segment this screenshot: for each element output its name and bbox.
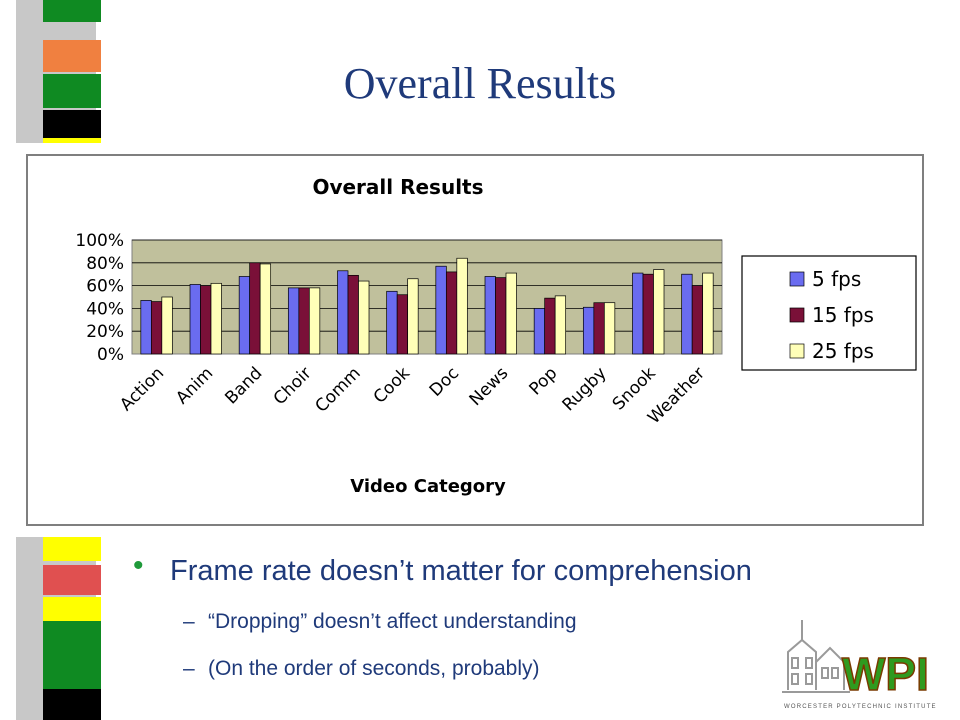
- sub-bullet-dash: –: [183, 657, 195, 680]
- bar: [347, 274, 359, 355]
- decor-block-yellow: [43, 597, 101, 621]
- sub-bullet-1: “Dropping” doesn’t affect understanding: [208, 610, 577, 633]
- bullet-mark: •: [133, 549, 144, 582]
- bar: [396, 294, 409, 355]
- y-tick-label: 100%: [75, 231, 124, 251]
- x-tick-label: Pop: [526, 363, 562, 399]
- legend-swatch: [789, 343, 805, 359]
- slide-title: Overall Results: [343, 59, 617, 108]
- bar: [161, 296, 173, 355]
- legend-swatch: [789, 307, 805, 323]
- bar: [140, 300, 152, 355]
- legend-label: 15 fps: [812, 303, 874, 327]
- decor-strip-bottom: [16, 537, 101, 720]
- bar: [200, 285, 212, 355]
- bar: [150, 301, 163, 355]
- y-tick-label: 60%: [86, 277, 124, 297]
- bar: [681, 273, 693, 355]
- x-tick-label: Action: [116, 363, 168, 415]
- bar: [189, 284, 201, 355]
- legend-label: 5 fps: [812, 267, 861, 291]
- bar-chart: Overall Results 0% 20% 40%60% 80% 100% Action A…: [75, 175, 917, 497]
- bar: [337, 270, 349, 355]
- x-tick-label: Cook: [370, 363, 414, 407]
- bar: [484, 276, 496, 355]
- bar: [582, 306, 595, 355]
- bar: [456, 257, 468, 355]
- bar: [210, 282, 222, 355]
- bar: [691, 285, 704, 355]
- bar: [358, 280, 370, 355]
- x-tick-label: Comm: [311, 363, 364, 416]
- logo-text: WPI: [842, 648, 929, 700]
- x-tick-label: News: [466, 363, 513, 410]
- bar: [593, 302, 605, 355]
- bar: [544, 297, 556, 355]
- bar: [287, 287, 300, 355]
- decor-block-green: [43, 74, 101, 108]
- wpi-logo: WPI WORCESTER POLYTECHNIC INSTITUTE: [782, 620, 937, 710]
- y-tick-label: 0%: [97, 345, 124, 365]
- bar: [554, 295, 567, 355]
- bar: [632, 272, 644, 355]
- bar: [259, 263, 272, 355]
- legend-box: [741, 255, 917, 371]
- bar: [445, 271, 458, 355]
- sub-bullet-2: (On the order of seconds, probably): [208, 657, 540, 680]
- bar: [386, 290, 398, 355]
- legend-label: 25 fps: [812, 339, 874, 363]
- bar: [653, 269, 665, 355]
- logo-caption: WORCESTER POLYTECHNIC INSTITUTE: [784, 704, 937, 710]
- decor-block-green: [43, 0, 101, 22]
- bar: [308, 287, 321, 355]
- x-axis-title: Video Category: [350, 476, 506, 497]
- bar: [238, 276, 251, 355]
- x-tick-label: Rugby: [559, 363, 611, 415]
- bar: [603, 302, 616, 355]
- bar: [505, 272, 517, 355]
- x-tick-label: Choir: [270, 363, 316, 409]
- building-icon: [782, 620, 850, 693]
- y-tick-label: 80%: [86, 254, 124, 274]
- decor-block-red: [43, 565, 101, 595]
- decor-block-yellow: [43, 537, 101, 561]
- x-tick-label: Anim: [172, 363, 217, 408]
- legend-swatch: [789, 271, 805, 287]
- bar: [298, 287, 310, 355]
- bar: [533, 308, 546, 355]
- sub-bullet-dash: –: [183, 610, 195, 633]
- chart-frame: Overall Results 0% 20% 40% 60% 80% 100% Action A…: [26, 154, 924, 526]
- y-tick-label: 20%: [86, 322, 124, 342]
- chart-title: Overall Results: [312, 175, 483, 199]
- decor-block-black: [43, 689, 101, 720]
- x-tick-label: Doc: [426, 363, 463, 400]
- decor-block-orange: [43, 40, 101, 72]
- bar: [642, 273, 654, 355]
- bar: [407, 278, 419, 355]
- decor-block-green: [43, 621, 101, 689]
- bullet-main: Frame rate doesn’t matter for comprehens…: [170, 555, 752, 587]
- plot-area: [131, 239, 723, 355]
- bar: [702, 272, 714, 355]
- bar: [249, 262, 261, 355]
- y-tick-label: 40%: [86, 299, 124, 319]
- decor-strip-top: [16, 0, 101, 143]
- x-tick-label: Band: [221, 363, 266, 408]
- bar: [495, 277, 507, 355]
- bar: [435, 265, 447, 355]
- decor-block-black: [43, 110, 101, 138]
- decor-block-yellow: [43, 138, 101, 143]
